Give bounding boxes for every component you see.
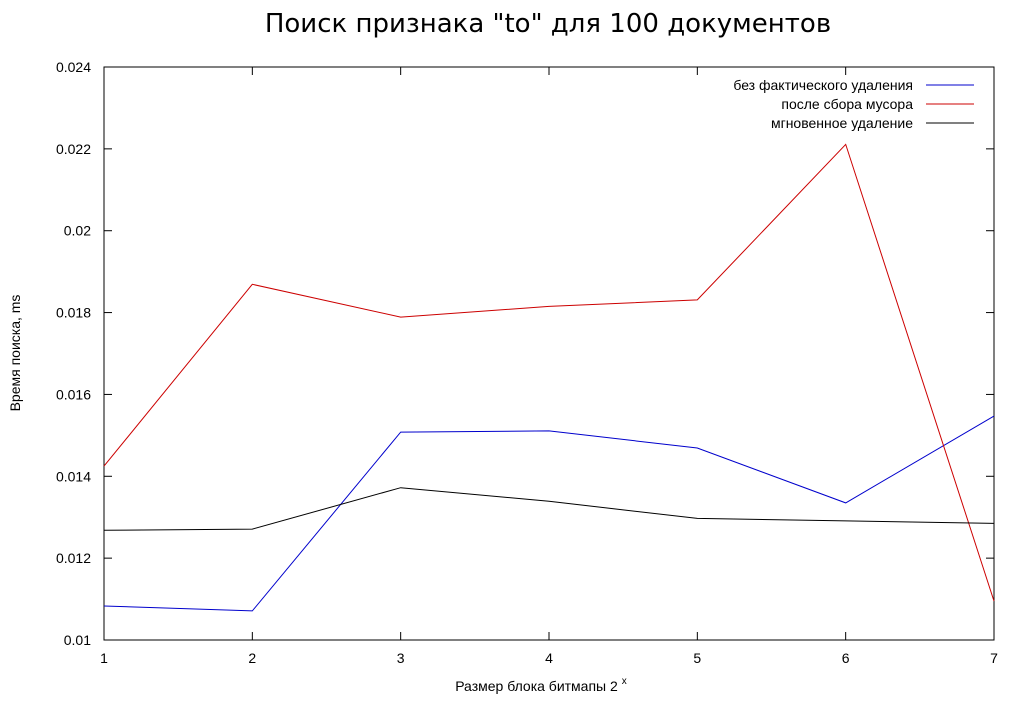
legend: без фактического удаления после сбора мус… <box>733 77 974 131</box>
x-tick-label: 5 <box>693 650 701 666</box>
y-tick-label: 0.024 <box>56 59 91 75</box>
y-tick-label: 0.012 <box>56 550 91 566</box>
x-tick-label: 1 <box>100 650 108 666</box>
x-tick-label: 4 <box>545 650 553 666</box>
y-tick-label: 0.018 <box>56 305 91 321</box>
x-axis-label: Размер блока битмапы 2 x <box>455 676 627 694</box>
x-axis-label-superscript: x <box>622 676 627 687</box>
x-axis-label-text: Размер блока битмапы 2 <box>455 678 618 694</box>
series-line-3 <box>103 487 995 531</box>
legend-label: после сбора мусора <box>781 96 913 112</box>
x-tick-label: 3 <box>397 650 405 666</box>
series-line-1 <box>103 415 995 612</box>
series-lines <box>103 143 995 612</box>
x-axis: 1 2 3 4 5 6 7 <box>100 67 998 666</box>
legend-label: мгновенное удаление <box>771 115 913 131</box>
y-tick-label: 0.022 <box>56 141 91 157</box>
y-tick-label: 0.016 <box>56 386 91 402</box>
legend-label: без фактического удаления <box>733 77 913 93</box>
x-tick-label: 6 <box>842 650 850 666</box>
y-tick-label: 0.02 <box>64 223 91 239</box>
series-line-2 <box>103 143 995 602</box>
chart-title: Поиск признака "to" для 100 документов <box>265 9 831 39</box>
y-tick-label: 0.01 <box>64 632 91 648</box>
x-tick-label: 7 <box>990 650 998 666</box>
x-tick-label: 2 <box>248 650 256 666</box>
y-tick-label: 0.014 <box>56 468 91 484</box>
y-axis: 0.01 0.012 0.014 0.016 0.018 0.02 0.022 0.024 <box>56 59 994 648</box>
plot-frame <box>103 66 995 641</box>
y-axis-label: Время поиска, ms <box>7 295 23 412</box>
